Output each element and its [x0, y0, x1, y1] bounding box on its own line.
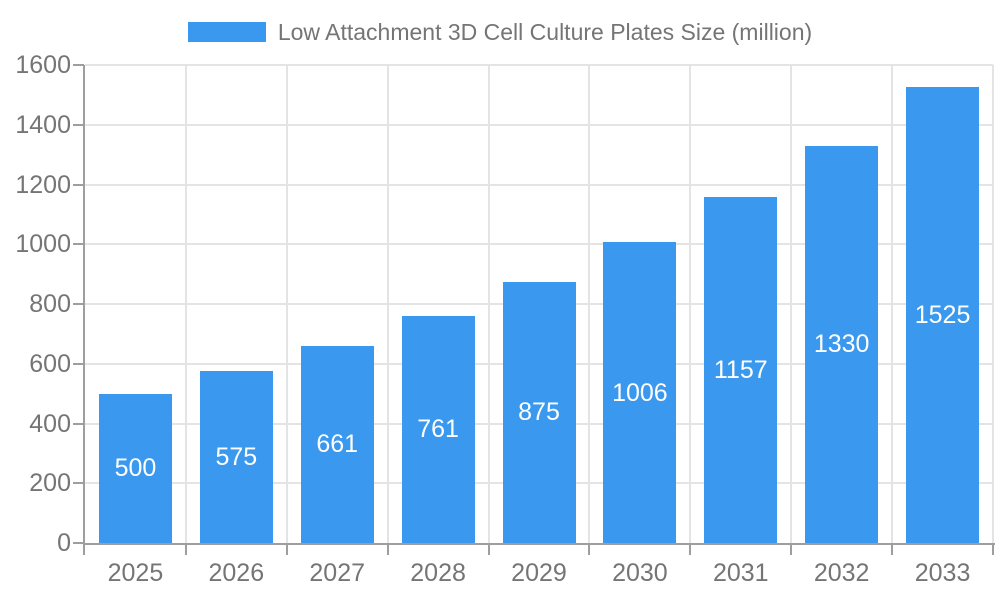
h-gridline — [85, 64, 993, 66]
x-tick-label: 2033 — [914, 559, 971, 587]
y-tick-label: 1600 — [15, 51, 71, 79]
y-axis-tick — [73, 303, 84, 305]
y-axis-tick — [73, 123, 84, 126]
bar-2025 — [98, 393, 172, 543]
bar-2030 — [603, 242, 677, 543]
x-tick-label: 2030 — [612, 559, 668, 587]
y-axis-tick — [73, 542, 84, 544]
v-gridline — [386, 65, 389, 543]
bar-2031 — [704, 197, 778, 543]
bar-value-label: 575 — [215, 443, 258, 472]
y-axis-tick — [73, 183, 84, 186]
v-gridline — [588, 65, 591, 543]
x-tick-label: 2026 — [208, 559, 265, 587]
bar-2028 — [401, 315, 475, 543]
v-gridline — [184, 65, 187, 543]
y-axis-tick — [73, 482, 84, 485]
y-tick-label: 1400 — [15, 110, 71, 139]
x-axis-tick — [891, 545, 894, 555]
x-axis-tick — [588, 545, 591, 555]
bar-2029 — [502, 281, 576, 543]
y-axis-tick — [73, 243, 84, 246]
x-tick-label: 2028 — [410, 559, 466, 587]
chart-legend: Low Attachment 3D Cell Culture Plates Si… — [0, 16, 1000, 48]
x-axis-tick — [992, 545, 994, 555]
x-axis-tick — [285, 545, 288, 555]
v-gridline — [790, 65, 793, 543]
x-axis-line — [83, 543, 995, 545]
legend-swatch — [187, 22, 266, 42]
x-axis-tick — [83, 545, 85, 555]
y-tick-label: 1200 — [15, 170, 71, 199]
x-tick-label: 2031 — [712, 559, 769, 587]
x-axis-tick — [790, 545, 793, 555]
legend-label: Low Attachment 3D Cell Culture Plates Si… — [277, 18, 813, 45]
x-tick-label: 2027 — [309, 559, 366, 587]
v-gridline — [689, 65, 692, 543]
v-gridline — [487, 65, 490, 543]
bar-value-label: 1525 — [914, 301, 971, 330]
bar-value-label: 761 — [417, 415, 459, 444]
bar-value-label: 875 — [518, 398, 560, 427]
h-gridline — [85, 243, 993, 246]
y-tick-label: 800 — [29, 290, 71, 318]
bar-2027 — [300, 345, 374, 543]
h-gridline — [85, 123, 993, 126]
v-gridline — [285, 65, 288, 543]
bar-value-label: 1006 — [612, 378, 668, 407]
y-axis-tick — [73, 422, 84, 425]
y-tick-label: 600 — [29, 349, 71, 378]
bar-2026 — [199, 371, 273, 543]
v-gridline — [992, 65, 994, 543]
y-tick-label: 400 — [29, 409, 71, 438]
bar-value-label: 500 — [114, 454, 157, 483]
bar-2033 — [906, 87, 980, 543]
h-gridline — [85, 183, 993, 186]
x-tick-label: 2025 — [107, 559, 164, 587]
bar-2032 — [805, 145, 879, 543]
x-tick-label: 2032 — [813, 559, 870, 587]
y-tick-label: 200 — [29, 469, 71, 498]
x-axis-tick — [386, 545, 389, 555]
y-tick-label: 0 — [57, 529, 71, 557]
y-axis-tick — [73, 362, 84, 365]
bar-value-label: 661 — [316, 430, 359, 459]
x-axis-tick — [689, 545, 692, 555]
y-axis-tick — [73, 64, 84, 66]
y-axis-line — [83, 65, 85, 545]
x-tick-label: 2029 — [511, 559, 567, 587]
v-gridline — [891, 65, 894, 543]
y-tick-label: 1000 — [15, 230, 71, 259]
x-axis-tick — [487, 545, 490, 555]
x-axis-tick — [184, 545, 187, 555]
bar-value-label: 1330 — [813, 330, 870, 359]
bar-value-label: 1157 — [713, 356, 768, 385]
